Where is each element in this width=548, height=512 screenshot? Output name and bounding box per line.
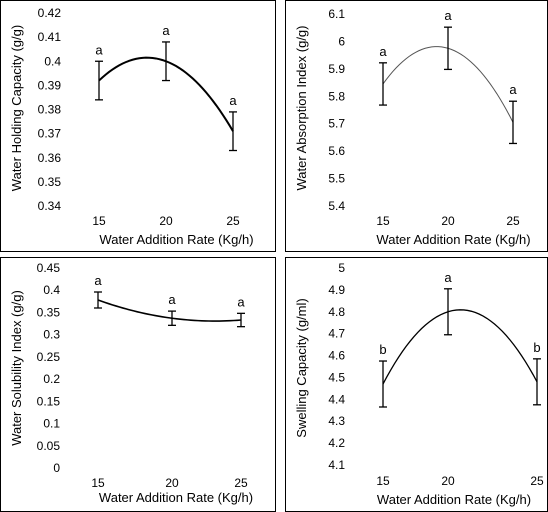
chart-panel-water-absorption-index: 5.4 5.5 5.6 5.7 5.8 5.9 6 6.1 15 20 25 Water Additi…	[285, 0, 548, 252]
y-tick-label: 6	[338, 34, 345, 48]
trend-line	[97, 299, 242, 322]
y-tick-label: 5.6	[328, 144, 345, 158]
y-tick-label: 0.41	[38, 30, 62, 44]
x-tick-label: 20	[441, 474, 455, 488]
y-axis-label: Swelling Capacity (g/ml)	[294, 298, 309, 437]
chart-svg-4: 4.1 4.2 4.3 4.4 4.5 4.6 4.7 4.8 4.9 5 15 20 25 Water …	[294, 261, 544, 507]
y-tick-label: 5.5	[328, 172, 345, 186]
chart-panel-water-holding-capacity: 0.34 0.35 0.36 0.37 0.38 0.39 0.4 0.41 0.42 15 20 2…	[0, 0, 276, 252]
y-tick-label: 0.36	[38, 151, 62, 165]
significance-letter: a	[95, 42, 103, 57]
significance-letter: b	[379, 342, 386, 357]
chart-svg-2: 5.4 5.5 5.6 5.7 5.8 5.9 6 6.1 15 20 25 Water Additi…	[294, 7, 531, 247]
x-tick-label: 15	[376, 474, 390, 488]
error-bar	[379, 360, 387, 408]
y-tick-label: 5.9	[328, 62, 345, 76]
y-axis-label: Water Absorption Index (g/g)	[294, 26, 309, 191]
y-tick-label: 0.35	[38, 175, 62, 189]
error-bar	[229, 111, 237, 152]
y-tick-label: 6.1	[328, 7, 345, 21]
y-tick-label: 5.7	[328, 117, 345, 131]
significance-letter: b	[533, 340, 540, 355]
y-tick-label: 0.3	[43, 328, 60, 342]
x-tick-label: 25	[530, 474, 544, 488]
y-tick-label: 4.3	[328, 414, 345, 428]
significance-letter: a	[509, 82, 517, 97]
error-bar	[162, 41, 170, 82]
x-axis-label: Water Addition Rate (Kg/h)	[99, 232, 253, 247]
y-tick-label: 0	[53, 461, 60, 475]
chart-panel-swelling-capacity: 4.1 4.2 4.3 4.4 4.5 4.6 4.7 4.8 4.9 5 15 20 25 Water …	[285, 257, 548, 512]
y-tick-label: 0.4	[43, 283, 60, 297]
y-tick-label: 0.15	[37, 394, 61, 408]
y-tick-label: 0.39	[38, 78, 62, 92]
y-tick-label: 4.8	[328, 305, 345, 319]
error-bar	[444, 288, 452, 336]
x-tick-label: 15	[376, 214, 390, 228]
significance-letter: a	[94, 273, 102, 288]
error-bar	[94, 291, 102, 309]
x-tick-label: 20	[159, 214, 173, 228]
chart-panel-water-solubility-index: 0 0.05 0.1 0.15 0.2 0.25 0.3 0.35 0.4 0.45 15 20 25 W…	[0, 257, 276, 512]
trend-line	[382, 309, 538, 385]
y-tick-label: 0.37	[38, 127, 62, 141]
error-bar	[379, 62, 387, 106]
y-tick-label: 0.42	[38, 6, 62, 20]
error-bar	[237, 312, 245, 328]
x-tick-label: 25	[226, 214, 240, 228]
y-tick-label: 0.25	[37, 350, 61, 364]
x-axis-label: Water Addition Rate (Kg/h)	[99, 490, 253, 505]
y-tick-label: 0.4	[44, 54, 61, 68]
y-tick-label: 4.7	[328, 327, 345, 341]
x-axis-label: Water Addition Rate (Kg/h)	[376, 232, 530, 247]
error-bar	[509, 100, 517, 145]
y-tick-label: 0.2	[43, 372, 60, 386]
y-axis-label: Water Solubility Index (g/g)	[9, 290, 24, 446]
y-tick-label: 0.1	[43, 417, 60, 431]
significance-letter: a	[237, 294, 245, 309]
significance-letter: a	[379, 44, 387, 59]
significance-letter: a	[162, 23, 170, 38]
error-bar	[533, 358, 541, 406]
error-bar	[444, 26, 452, 71]
x-tick-label: 25	[506, 214, 520, 228]
y-tick-label: 0.38	[38, 103, 62, 117]
y-tick-label: 5	[338, 261, 345, 275]
y-tick-label: 4.9	[328, 283, 345, 297]
y-tick-label: 4.2	[328, 436, 345, 450]
significance-letter: a	[444, 270, 452, 285]
x-tick-label: 20	[441, 214, 455, 228]
y-tick-label: 5.8	[328, 89, 345, 103]
y-tick-label: 0.34	[38, 199, 62, 213]
error-bar	[95, 60, 103, 101]
chart-svg-1: 0.34 0.35 0.36 0.37 0.38 0.39 0.4 0.41 0.42 15 20 2…	[9, 6, 254, 247]
y-tick-label: 0.35	[37, 305, 61, 319]
x-tick-label: 25	[234, 476, 248, 490]
y-tick-label: 0.45	[37, 261, 61, 275]
y-axis-label: Water Holding Capacity (g/g)	[9, 25, 24, 191]
x-axis-label: Water Addition Rate (Kg/h)	[377, 492, 531, 507]
significance-letter: a	[168, 292, 176, 307]
y-tick-label: 4.1	[328, 458, 345, 472]
y-tick-label: 4.6	[328, 349, 345, 363]
x-tick-label: 20	[165, 476, 179, 490]
y-tick-label: 0.05	[37, 439, 61, 453]
y-tick-label: 4.4	[328, 392, 345, 406]
x-tick-label: 15	[92, 214, 106, 228]
error-bar	[168, 310, 176, 326]
significance-letter: a	[444, 8, 452, 23]
significance-letter: a	[229, 93, 237, 108]
y-tick-label: 5.4	[328, 199, 345, 213]
y-tick-label: 4.5	[328, 370, 345, 384]
x-tick-label: 15	[91, 476, 105, 490]
